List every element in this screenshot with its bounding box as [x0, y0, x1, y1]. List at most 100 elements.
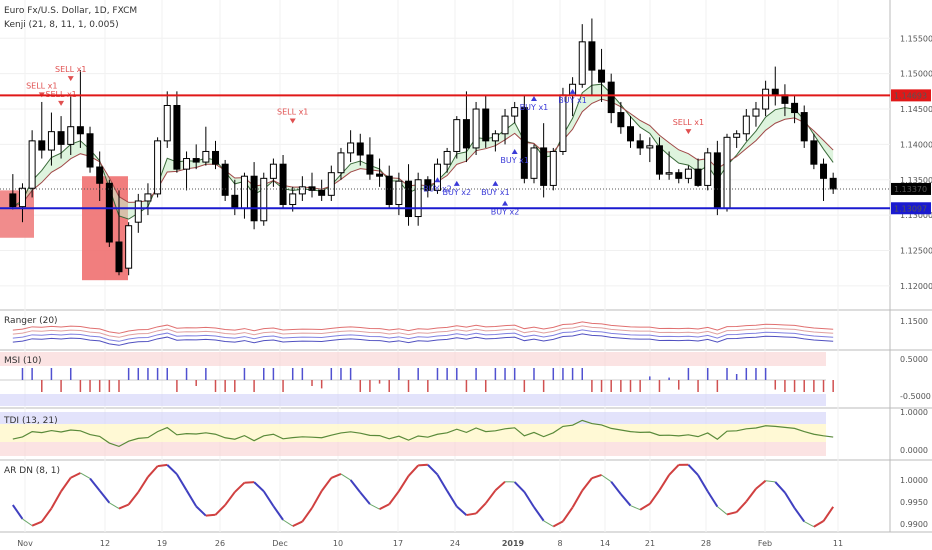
candle [96, 151, 104, 201]
candle [366, 137, 374, 180]
candle [530, 144, 538, 184]
support-price-tag: 1.13097 [894, 204, 927, 213]
time-tick: 28 [701, 539, 711, 548]
buy-label: BUY x1 [558, 96, 587, 105]
ardn-segment [80, 472, 91, 479]
candle [125, 222, 133, 276]
candle [86, 126, 94, 173]
support-price-tag-bg [891, 202, 931, 215]
ardn-segment [40, 507, 53, 523]
sell-arrow [685, 129, 692, 135]
candle-body [327, 172, 335, 196]
tdi-lower-band [0, 442, 826, 456]
candle [385, 165, 393, 209]
buy-label: BUY x1 [520, 103, 549, 112]
candle [356, 133, 364, 166]
ardn-segment [166, 464, 178, 475]
ardn-segment [311, 490, 323, 509]
candle-body [298, 186, 306, 195]
candle [105, 179, 113, 247]
ardn-segment [630, 505, 641, 511]
candle [38, 101, 46, 159]
ardn-segment [620, 493, 632, 507]
ardn-segment [543, 520, 554, 527]
candle-body [617, 112, 625, 128]
ardn-segment [484, 489, 497, 504]
ardn-segment [456, 505, 468, 516]
ardn-segment [320, 477, 333, 492]
candle-body [453, 119, 461, 152]
msi-lower-band [0, 394, 826, 406]
tdi-title: TDI (13, 21) [3, 416, 58, 426]
ardn-segment [562, 506, 574, 522]
candle [376, 158, 384, 187]
candles[interactable] [9, 18, 837, 276]
candle-body [433, 163, 441, 191]
ardn-segment [292, 520, 303, 528]
tdi-tick: 0.0000 [900, 446, 928, 455]
candle [192, 144, 200, 170]
ardn-segment [717, 506, 728, 515]
buy-label: BUY x1 [500, 156, 529, 165]
price-tick: 1.15500 [900, 34, 932, 43]
candle-body [173, 104, 181, 170]
candle [163, 91, 171, 148]
ardn-segment [784, 492, 796, 509]
time-tick: Nov [17, 539, 33, 548]
candle-body [540, 147, 548, 186]
candle-body [704, 152, 712, 186]
buy-arrow [492, 180, 499, 186]
candle [627, 116, 634, 148]
candle [762, 80, 770, 117]
sell-arrow [67, 76, 74, 82]
ardn-segment [475, 502, 487, 515]
ranger-title: Ranger (20) [4, 316, 58, 326]
ardn-segment [253, 481, 265, 492]
candle-body [134, 200, 142, 223]
time-tick: 12 [100, 539, 110, 548]
time-tick: 10 [333, 539, 343, 548]
sell-label: SELL x1 [26, 81, 57, 90]
ranger-tick: 1.1500 [900, 317, 928, 326]
candle [76, 70, 84, 148]
candle [183, 151, 191, 191]
ardn-segment [658, 474, 670, 491]
candle [501, 109, 509, 145]
candle [453, 116, 461, 159]
ardn-title: AR DN (8, 1) [4, 466, 60, 476]
price-tick: 1.13000 [900, 211, 932, 220]
ardn-segment [98, 489, 111, 504]
ardn-segment [427, 464, 439, 476]
candle-body [800, 112, 808, 142]
candle-body [588, 41, 596, 71]
ardn-segment [494, 480, 506, 492]
tdi-tick: 1.0000 [900, 408, 928, 417]
ardn-segment [687, 464, 699, 476]
ardn-segment [118, 503, 130, 510]
candle-body [38, 140, 46, 151]
price-tick: 1.14000 [900, 140, 932, 149]
candle-body [665, 172, 673, 175]
candle-body [337, 152, 345, 174]
candle-body [115, 241, 123, 273]
sell-arrow [58, 100, 65, 106]
candle [810, 133, 818, 170]
candle-body [376, 173, 384, 177]
candle-body [250, 175, 258, 222]
candle [482, 94, 490, 148]
candle-body [47, 131, 55, 151]
candle-body [28, 140, 36, 189]
candle-body [260, 177, 268, 222]
buy-arrow [511, 149, 518, 154]
candle [462, 91, 470, 163]
candle [549, 147, 557, 191]
ardn-segment [803, 521, 815, 528]
tdi-mid-band [0, 424, 826, 442]
candle-body [212, 150, 219, 165]
ardn-segment [581, 477, 593, 492]
candle-body [655, 145, 663, 175]
candle-body [318, 189, 326, 196]
candle-body [752, 108, 760, 117]
candle-body [105, 182, 113, 243]
